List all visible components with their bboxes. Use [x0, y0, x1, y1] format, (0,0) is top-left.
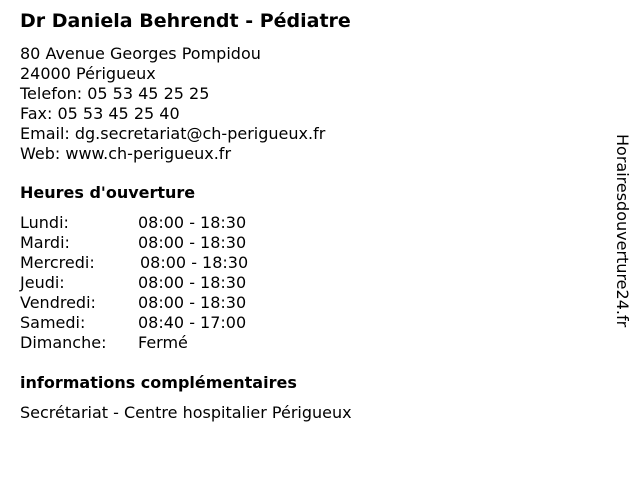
address-city: 24000 Périgueux [20, 64, 156, 83]
hours-row: Vendredi: 08:00 - 18:30 [20, 293, 320, 313]
hours-value: Fermé [138, 333, 188, 352]
hours-value: 08:00 - 18:30 [138, 213, 247, 232]
watermark-text: Horairesdouverture24.fr [613, 134, 632, 328]
contact-block: 80 Avenue Georges Pompidou 24000 Périgue… [20, 44, 325, 164]
day-label: Lundi: [20, 213, 69, 232]
info-text: Secrétariat - Centre hospitalier Périgue… [20, 403, 352, 422]
fax: Fax: 05 53 45 25 40 [20, 104, 180, 123]
email: Email: dg.secretariat@ch-perigueux.fr [20, 124, 326, 143]
hours-value: 08:40 - 17:00 [138, 313, 247, 332]
hours-row: Samedi: 08:40 - 17:00 [20, 313, 320, 333]
phone: Telefon: 05 53 45 25 25 [20, 84, 210, 103]
page-title: Dr Daniela Behrendt - Pédiatre [20, 10, 351, 32]
hours-value: 08:00 - 18:30 [140, 253, 249, 272]
day-label: Jeudi: [20, 273, 65, 292]
hours-row: Mercredi: 08:00 - 18:30 [20, 253, 320, 273]
hours-value: 08:00 - 18:30 [138, 273, 247, 292]
day-label: Mardi: [20, 233, 70, 252]
hours-value: 08:00 - 18:30 [138, 233, 247, 252]
day-label: Mercredi: [20, 253, 95, 272]
day-label: Vendredi: [20, 293, 96, 312]
hours-value: 08:00 - 18:30 [138, 293, 247, 312]
address-street: 80 Avenue Georges Pompidou [20, 44, 261, 63]
day-label: Samedi: [20, 313, 86, 332]
info-heading: informations complémentaires [20, 373, 297, 392]
hours-row: Mardi: 08:00 - 18:30 [20, 233, 320, 253]
hours-heading: Heures d'ouverture [20, 183, 196, 202]
day-label: Dimanche: [20, 333, 107, 352]
hours-table: Lundi: 08:00 - 18:30 Mardi: 08:00 - 18:30 … [20, 213, 320, 353]
hours-row: Dimanche: Fermé [20, 333, 320, 353]
hours-row: Lundi: 08:00 - 18:30 [20, 213, 320, 233]
website: Web: www.ch-perigueux.fr [20, 144, 232, 163]
hours-row: Jeudi: 08:00 - 18:30 [20, 273, 320, 293]
